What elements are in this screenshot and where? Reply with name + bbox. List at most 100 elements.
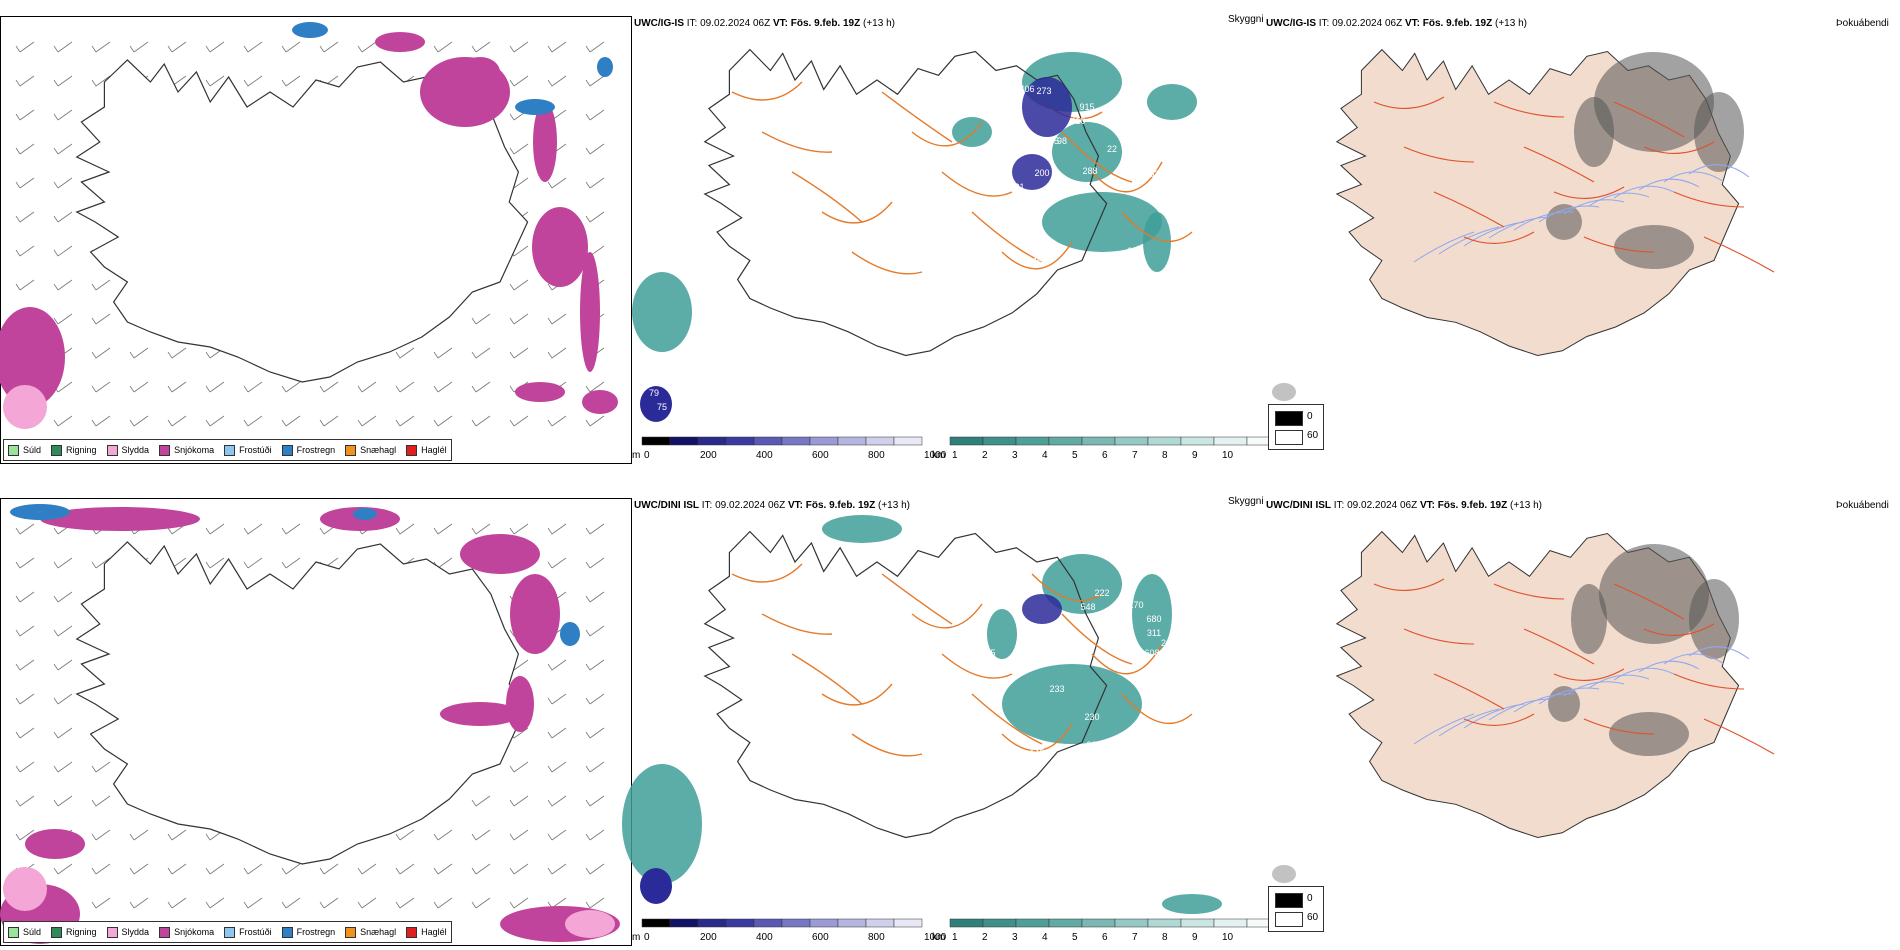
- wind-barb: [547, 727, 567, 739]
- freezing-rain-area: [353, 508, 377, 520]
- road-line: [761, 613, 833, 635]
- wind-barb: [547, 659, 567, 671]
- run-prefix: IT:: [686, 18, 698, 29]
- ceiling-value-label: 22: [1107, 144, 1117, 154]
- ceiling-value-label: 915: [1079, 102, 1094, 112]
- ceiling-value-label: 46: [1032, 256, 1042, 266]
- fog-legend: 0 60: [1268, 886, 1324, 932]
- visibility-tick: 9: [1192, 450, 1198, 461]
- wind-barb: [471, 41, 491, 53]
- wind-barb: [509, 795, 529, 807]
- ceiling-value-label: 231: [1009, 182, 1024, 192]
- wind-barb: [471, 415, 491, 427]
- precip-legend-item: Slydda: [106, 444, 149, 456]
- wind-barb: [243, 415, 263, 427]
- wind-barb: [357, 897, 377, 909]
- ceiling-value-label: 55: [1049, 136, 1059, 146]
- river-line: [1438, 226, 1500, 255]
- wind-barb: [91, 897, 111, 909]
- ceiling-colorbar-cell: [809, 918, 839, 928]
- ceiling-value-label: 680: [1146, 614, 1161, 624]
- wind-barb: [585, 625, 605, 637]
- ceiling-value-label: 405: [980, 648, 995, 658]
- ceiling-value-label: 406: [1019, 84, 1034, 94]
- wind-barb: [357, 863, 377, 875]
- wind-barb: [585, 863, 605, 875]
- road-line: [821, 201, 893, 224]
- visibility-colorbar-cell: [1081, 436, 1116, 446]
- visibility-tick: 1: [952, 450, 958, 461]
- ceiling-tick: 1000: [924, 450, 947, 461]
- wind-barb: [585, 693, 605, 705]
- wind-barb: [205, 381, 225, 393]
- snow-area: [440, 702, 520, 726]
- road-line: [971, 211, 1043, 263]
- river-line: [1488, 216, 1550, 239]
- wind-barb: [509, 143, 529, 155]
- ceiling-tick: 1000: [924, 932, 947, 943]
- visibility-tick: 5: [1072, 450, 1078, 461]
- sleet-area: [3, 867, 47, 911]
- visibility-colorbar-cell: [1213, 436, 1248, 446]
- road-line: [1523, 146, 1595, 183]
- coastline: [703, 530, 1108, 839]
- road-line: [791, 171, 863, 223]
- ceiling-value-label: 233: [1049, 684, 1064, 694]
- wind-barb: [167, 347, 187, 359]
- ceiling-colorbar-cell: [837, 436, 867, 446]
- wind-barb: [585, 109, 605, 121]
- wind-barb: [471, 347, 491, 359]
- wind-barb: [15, 109, 35, 121]
- wind-barb: [281, 897, 301, 909]
- wind-barb: [319, 863, 339, 875]
- wind-barb: [509, 415, 529, 427]
- road-line: [1553, 186, 1625, 199]
- model-name: UWC/DINI ISL: [634, 500, 699, 511]
- wind-barb: [205, 863, 225, 875]
- wind-barb: [585, 829, 605, 841]
- wind-barb: [585, 415, 605, 427]
- fog-index-area: [1689, 579, 1739, 659]
- wind-barb: [395, 381, 415, 393]
- wind-barb: [509, 41, 529, 53]
- precip-legend-item: Slydda: [106, 926, 149, 938]
- road-line: [1061, 613, 1133, 665]
- lead-time: (+13 h): [1510, 500, 1542, 511]
- wind-barb: [53, 591, 73, 603]
- wind-barb: [243, 381, 263, 393]
- wind-barb: [15, 795, 35, 807]
- wind-barb: [15, 523, 35, 535]
- wind-barb: [395, 523, 415, 535]
- visibility-colorbar-cell: [949, 918, 984, 928]
- wind-barb: [547, 557, 567, 569]
- wind-barb: [205, 75, 225, 87]
- wind-barb: [15, 625, 35, 637]
- precip-legend-item: Súld: [8, 926, 41, 938]
- wind-barb: [167, 381, 187, 393]
- wind-barb: [15, 557, 35, 569]
- wind-barb: [395, 415, 415, 427]
- road-line: [911, 603, 983, 629]
- vt-prefix: VT:: [1419, 500, 1435, 511]
- legend-label: Haglél: [421, 445, 447, 455]
- ceiling-tick: 600: [812, 932, 829, 943]
- legend-swatch: [106, 926, 118, 938]
- river-line: [1538, 205, 1600, 223]
- wind-barb: [547, 347, 567, 359]
- precip-legend-item: Frostregn: [281, 444, 335, 456]
- sleet-area: [565, 910, 615, 938]
- legend-swatch: [281, 926, 293, 938]
- wind-barb: [319, 381, 339, 393]
- sleet-area: [3, 385, 47, 429]
- forecast-row: UWC/DINI ISL IT: 09.02.2024 06Z VT: Fös.…: [0, 494, 1900, 946]
- wind-barb: [585, 177, 605, 189]
- freezing-rain-area: [560, 622, 580, 646]
- wind-barb: [281, 75, 301, 87]
- wind-barb: [15, 693, 35, 705]
- wind-barb: [91, 75, 111, 87]
- wind-barb: [53, 727, 73, 739]
- lead-time: (+13 h): [878, 500, 910, 511]
- panel-header: UWC/IG-IS IT: 09.02.2024 06Z VT: Fös. 9.…: [1266, 18, 1527, 29]
- ceiling-colorbar-cell: [753, 436, 783, 446]
- wind-barb: [281, 523, 301, 535]
